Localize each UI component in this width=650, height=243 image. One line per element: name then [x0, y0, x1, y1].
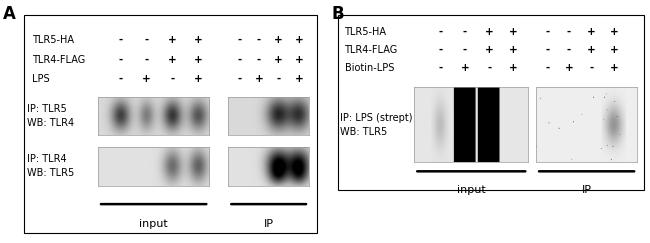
Text: -: - — [487, 63, 491, 73]
Text: -: - — [438, 45, 443, 55]
Text: IP: TLR4
WB: TLR5: IP: TLR4 WB: TLR5 — [27, 155, 75, 178]
Text: +: + — [509, 26, 518, 37]
Text: TLR4-FLAG: TLR4-FLAG — [32, 54, 85, 65]
Text: -: - — [545, 26, 550, 37]
Text: -: - — [170, 74, 174, 84]
Text: input: input — [139, 219, 168, 229]
Text: -: - — [438, 63, 443, 73]
Text: +: + — [485, 26, 493, 37]
Text: IP: IP — [264, 219, 274, 229]
Text: +: + — [274, 54, 283, 65]
Text: +: + — [274, 35, 283, 45]
Text: -: - — [463, 26, 467, 37]
Text: +: + — [460, 63, 469, 73]
Text: -: - — [590, 63, 593, 73]
Text: +: + — [587, 45, 596, 55]
Text: -: - — [144, 54, 148, 65]
Text: -: - — [238, 54, 242, 65]
Text: +: + — [194, 35, 202, 45]
Bar — [338, 15, 644, 190]
Text: +: + — [485, 45, 493, 55]
Text: +: + — [587, 26, 596, 37]
Text: +: + — [295, 74, 304, 84]
Text: -: - — [438, 26, 443, 37]
Text: -: - — [257, 54, 261, 65]
Text: -: - — [144, 35, 148, 45]
Text: TLR4-FLAG: TLR4-FLAG — [344, 45, 398, 55]
Text: IP: IP — [582, 185, 592, 195]
Text: +: + — [564, 63, 573, 73]
Text: -: - — [238, 35, 242, 45]
Text: B: B — [332, 5, 344, 23]
Text: TLR5-HA: TLR5-HA — [32, 35, 74, 45]
Text: +: + — [295, 35, 304, 45]
Text: +: + — [168, 35, 177, 45]
Text: -: - — [118, 35, 123, 45]
Text: +: + — [168, 54, 177, 65]
Text: +: + — [509, 63, 518, 73]
Text: +: + — [194, 74, 202, 84]
Text: input: input — [457, 185, 486, 195]
Text: -: - — [118, 54, 123, 65]
Text: -: - — [545, 63, 550, 73]
Text: +: + — [610, 26, 619, 37]
Text: -: - — [276, 74, 280, 84]
Text: Biotin-LPS: Biotin-LPS — [344, 63, 394, 73]
Text: TLR5-HA: TLR5-HA — [344, 26, 387, 37]
Text: -: - — [118, 74, 123, 84]
Text: IP: LPS (strept)
WB: TLR5: IP: LPS (strept) WB: TLR5 — [339, 113, 412, 137]
Text: +: + — [610, 45, 619, 55]
Text: +: + — [509, 45, 518, 55]
Text: IP: TLR5
WB: TLR4: IP: TLR5 WB: TLR4 — [27, 104, 75, 128]
Text: +: + — [610, 63, 619, 73]
Text: -: - — [567, 45, 571, 55]
Text: LPS: LPS — [32, 74, 50, 84]
Text: +: + — [194, 54, 202, 65]
Text: A: A — [3, 5, 16, 23]
Text: -: - — [257, 35, 261, 45]
Text: -: - — [238, 74, 242, 84]
Text: +: + — [142, 74, 151, 84]
Text: +: + — [255, 74, 263, 84]
Text: +: + — [295, 54, 304, 65]
Text: -: - — [567, 26, 571, 37]
Text: -: - — [463, 45, 467, 55]
Text: -: - — [545, 45, 550, 55]
